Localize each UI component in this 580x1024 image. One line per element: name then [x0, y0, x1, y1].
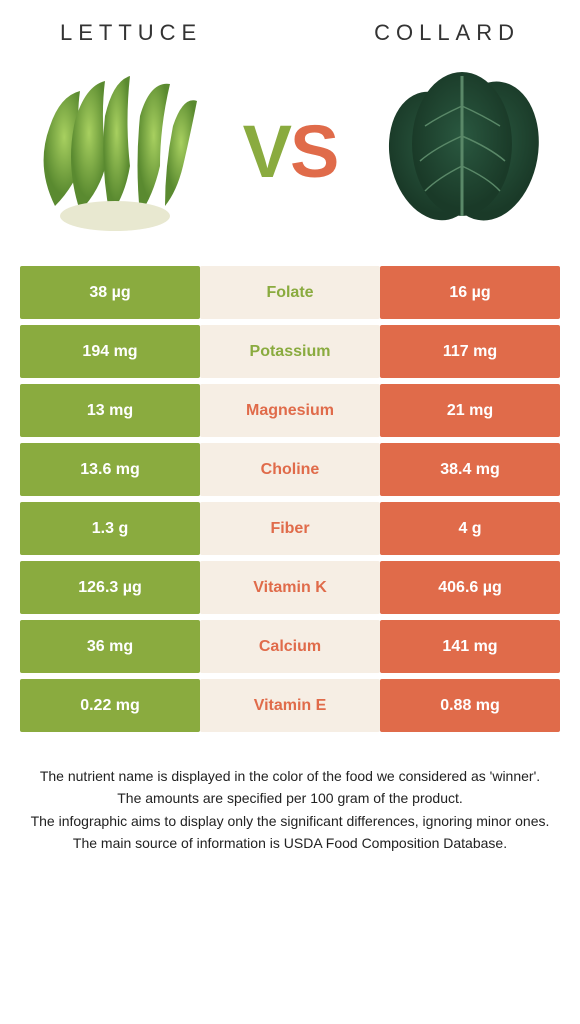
value-collard: 141 mg [380, 620, 560, 673]
value-collard: 117 mg [380, 325, 560, 378]
value-collard: 38.4 mg [380, 443, 560, 496]
value-lettuce: 13 mg [20, 384, 200, 437]
nutrient-label: Magnesium [200, 384, 380, 437]
value-lettuce: 13.6 mg [20, 443, 200, 496]
nutrient-label: Choline [200, 443, 380, 496]
footer-line-3: The infographic aims to display only the… [30, 811, 550, 831]
title-collard: COLLARD [374, 20, 520, 46]
table-row: 38 µgFolate16 µg [20, 266, 560, 319]
value-lettuce: 36 mg [20, 620, 200, 673]
value-collard: 0.88 mg [380, 679, 560, 732]
value-lettuce: 194 mg [20, 325, 200, 378]
header: LETTUCE COLLARD [0, 0, 580, 56]
nutrient-label: Potassium [200, 325, 380, 378]
value-lettuce: 38 µg [20, 266, 200, 319]
lettuce-icon [25, 66, 205, 236]
value-lettuce: 126.3 µg [20, 561, 200, 614]
table-row: 0.22 mgVitamin E0.88 mg [20, 679, 560, 732]
footer-line-2: The amounts are specified per 100 gram o… [30, 788, 550, 808]
table-row: 13.6 mgCholine38.4 mg [20, 443, 560, 496]
images-row: VS [0, 56, 580, 266]
value-collard: 16 µg [380, 266, 560, 319]
value-lettuce: 1.3 g [20, 502, 200, 555]
table-row: 13 mgMagnesium21 mg [20, 384, 560, 437]
vs-s: S [290, 110, 337, 193]
table-row: 194 mgPotassium117 mg [20, 325, 560, 378]
nutrient-label: Vitamin E [200, 679, 380, 732]
vs-v: V [243, 110, 290, 193]
collard-icon [375, 66, 555, 236]
nutrient-label: Calcium [200, 620, 380, 673]
title-lettuce: LETTUCE [60, 20, 202, 46]
footer-line-1: The nutrient name is displayed in the co… [30, 766, 550, 786]
vs-label: VS [243, 109, 338, 194]
nutrient-label: Fiber [200, 502, 380, 555]
nutrient-table: 38 µgFolate16 µg 194 mgPotassium117 mg 13 … [20, 266, 560, 738]
table-row: 1.3 gFiber4 g [20, 502, 560, 555]
nutrient-label: Vitamin K [200, 561, 380, 614]
value-collard: 4 g [380, 502, 560, 555]
nutrient-label: Folate [200, 266, 380, 319]
value-collard: 21 mg [380, 384, 560, 437]
footer-line-4: The main source of information is USDA F… [30, 833, 550, 853]
value-collard: 406.6 µg [380, 561, 560, 614]
value-lettuce: 0.22 mg [20, 679, 200, 732]
table-row: 36 mgCalcium141 mg [20, 620, 560, 673]
footer-notes: The nutrient name is displayed in the co… [30, 766, 550, 855]
table-row: 126.3 µgVitamin K406.6 µg [20, 561, 560, 614]
